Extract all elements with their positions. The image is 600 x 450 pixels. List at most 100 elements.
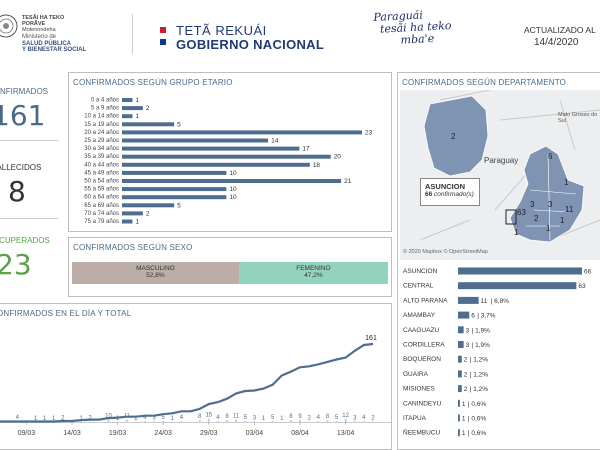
- daily-bar[interactable]: [344, 419, 347, 422]
- female-segment[interactable]: FEMENINO 47,2%: [238, 262, 388, 284]
- daily-bar[interactable]: [317, 421, 320, 422]
- age-chart: 0 a 4 años 1 5 a 9 años 2 10 a 14 años 1 15 a …: [84, 97, 372, 226]
- daily-bar[interactable]: [180, 421, 183, 422]
- dept-bar[interactable]: [458, 385, 462, 393]
- daily-value-label: 4: [317, 415, 321, 421]
- dept-bar[interactable]: [458, 296, 479, 304]
- map-region-oriental[interactable]: [509, 145, 585, 243]
- age-bar[interactable]: [122, 146, 300, 151]
- map-tooltip: ASUNCION 66 confirmado(s): [420, 178, 480, 206]
- sex-panel: CONFIRMADOS SEGÚN SEXO MASCULINO 52,8% F…: [68, 237, 392, 297]
- daily-bar[interactable]: [271, 420, 274, 422]
- age-category-label: 50 a 54 años: [84, 179, 119, 185]
- age-bar[interactable]: [122, 211, 143, 216]
- dept-bar[interactable]: [458, 326, 464, 334]
- age-category-label: 65 a 69 años: [84, 203, 119, 209]
- age-bar[interactable]: [122, 122, 175, 127]
- dept-category-label: MISIONES: [403, 386, 435, 393]
- dept-bar[interactable]: [458, 370, 462, 378]
- daily-bar[interactable]: [244, 420, 247, 422]
- daily-bar[interactable]: [125, 419, 128, 422]
- seal-line-3: Motenondeha: [22, 27, 56, 33]
- dept-value-label: 66: [584, 269, 592, 276]
- age-value-label: 1: [135, 219, 139, 226]
- female-pct: 47,2%: [304, 272, 323, 279]
- daily-bar[interactable]: [143, 421, 146, 422]
- map-region-chaco[interactable]: [423, 95, 489, 177]
- age-category-label: 25 a 29 años: [84, 138, 119, 144]
- map-num-1: 2: [451, 132, 456, 141]
- map-borders: [419, 90, 600, 241]
- daily-bar[interactable]: [216, 421, 219, 422]
- daily-bar[interactable]: [162, 420, 165, 422]
- gov-line-2: GOBIERNO NACIONAL: [176, 37, 325, 52]
- dept-category-label: ÑEEMBUCU: [403, 428, 441, 437]
- age-bar[interactable]: [122, 162, 310, 167]
- daily-bar[interactable]: [226, 420, 229, 422]
- dept-percent-label: | 6,8%: [491, 298, 510, 305]
- dept-value-label: 2: [464, 357, 468, 364]
- age-bar[interactable]: [122, 106, 143, 111]
- age-bar[interactable]: [122, 114, 133, 119]
- daily-bar[interactable]: [235, 419, 238, 422]
- age-bar[interactable]: [122, 203, 175, 208]
- daily-value-label: 2: [61, 416, 65, 422]
- daily-value-label: 8: [225, 414, 229, 420]
- age-bar[interactable]: [122, 219, 133, 224]
- dept-percent-label: | 1,2%: [470, 357, 489, 364]
- age-bar[interactable]: [122, 130, 362, 135]
- age-bar[interactable]: [122, 98, 133, 102]
- male-segment[interactable]: MASCULINO 52,8%: [72, 262, 239, 284]
- male-pct: 52,8%: [146, 272, 165, 279]
- dept-panel: CONFIRMADOS SEGÚN DEPARTAMENTO Paraguay …: [397, 72, 600, 450]
- map-num-3: 1: [564, 178, 569, 187]
- dept-bar[interactable]: [458, 267, 582, 275]
- cumulative-line[interactable]: [0, 342, 374, 423]
- daily-bar[interactable]: [253, 421, 256, 422]
- dept-bar[interactable]: [458, 355, 462, 363]
- dept-bar[interactable]: [458, 429, 460, 437]
- daily-value-label: 4: [362, 415, 366, 421]
- daily-bar[interactable]: [153, 421, 156, 422]
- age-bar[interactable]: [122, 170, 227, 175]
- daily-bar[interactable]: [289, 420, 292, 422]
- age-value-label: 18: [313, 162, 321, 169]
- dept-value-label: 2: [464, 371, 468, 378]
- daily-bar[interactable]: [335, 420, 338, 422]
- daily-value-label: 1: [280, 416, 284, 422]
- tooltip-title: ASUNCION: [425, 182, 466, 191]
- age-value-label: 5: [177, 202, 181, 209]
- dept-bar[interactable]: [458, 399, 460, 407]
- dept-category-label: CANINDEYU: [403, 400, 442, 407]
- daily-bar[interactable]: [107, 419, 110, 422]
- age-category-label: 35 a 39 años: [84, 154, 119, 160]
- map-attribution: © 2020 Mapbox © OpenStreetMap: [403, 249, 488, 255]
- daily-bar[interactable]: [299, 419, 302, 422]
- daily-bar[interactable]: [198, 420, 201, 422]
- age-bar[interactable]: [122, 154, 331, 159]
- dept-category-label: CAAGUAZU: [403, 327, 439, 334]
- dept-bar[interactable]: [458, 341, 464, 348]
- age-bar[interactable]: [122, 138, 269, 143]
- dept-category-label: ITAPUA: [403, 415, 427, 422]
- age-category-label: 70 a 74 años: [84, 211, 119, 217]
- dept-bar[interactable]: [458, 282, 577, 290]
- header-divider: [132, 14, 133, 54]
- daily-bar[interactable]: [353, 421, 356, 422]
- map-num-4: 3: [548, 200, 553, 209]
- daily-value-label: 11: [233, 413, 240, 419]
- age-bar[interactable]: [122, 187, 227, 192]
- dept-bar[interactable]: [458, 414, 460, 422]
- age-bar[interactable]: [122, 195, 227, 200]
- tooltip-unit: confirmado(s): [434, 191, 474, 198]
- map[interactable]: Paraguay Mato Grosso do Sul 2 6 1 3 11 6…: [400, 90, 600, 260]
- age-bar[interactable]: [122, 179, 342, 183]
- flag-icon-blue: [160, 39, 166, 45]
- daily-bar[interactable]: [362, 421, 365, 422]
- age-category-label: 45 a 49 años: [84, 170, 119, 176]
- dept-bar[interactable]: [458, 311, 470, 319]
- dept-value-label: 1: [462, 401, 466, 408]
- daily-bar[interactable]: [207, 418, 210, 422]
- daily-bar[interactable]: [326, 420, 329, 422]
